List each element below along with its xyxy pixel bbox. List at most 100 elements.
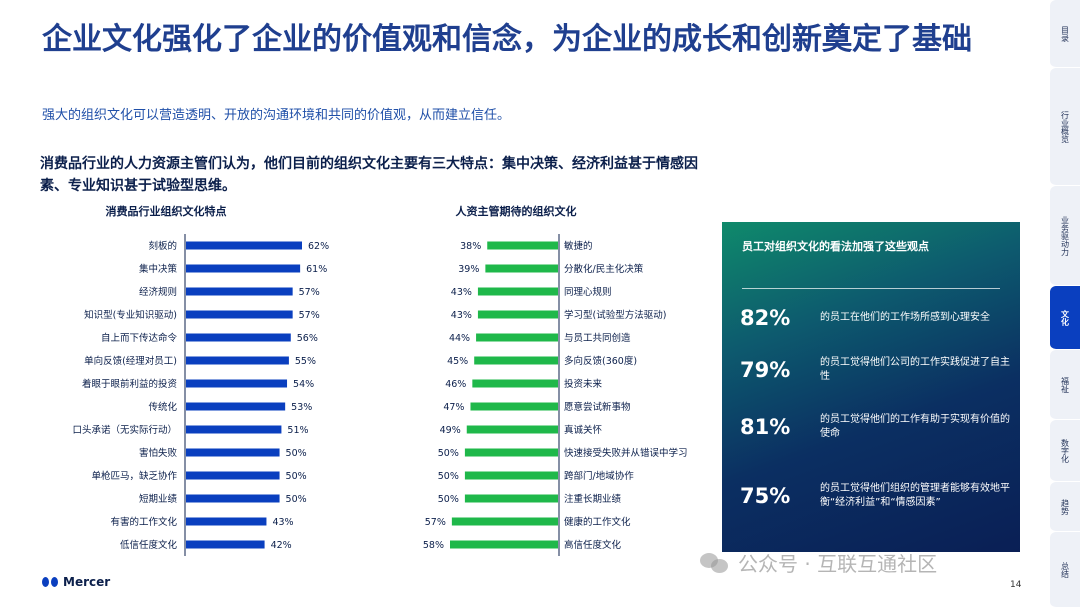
bar	[186, 494, 280, 503]
bar	[186, 356, 289, 365]
category-label: 愿意尝试新事物	[564, 401, 631, 413]
bar	[466, 425, 558, 434]
panel-divider	[742, 288, 1000, 289]
data-label: 61%	[306, 264, 327, 275]
data-label: 43%	[451, 287, 472, 298]
bar	[186, 379, 288, 388]
tab-business-drivers[interactable]: 业务驱动力	[1050, 186, 1080, 286]
tab-summary[interactable]: 总结	[1050, 532, 1080, 608]
category-label: 刻板的	[148, 240, 177, 252]
category-label: 短期业绩	[139, 493, 178, 505]
bar	[186, 402, 286, 411]
logo-text: Mercer	[63, 575, 111, 589]
data-label: 51%	[287, 425, 308, 436]
category-label: 低信任度文化	[120, 539, 178, 551]
data-label: 55%	[295, 356, 316, 367]
data-label: 50%	[438, 471, 459, 482]
bar	[186, 448, 280, 457]
stat-percentage: 79%	[740, 358, 791, 382]
category-label: 分散化/民主化决策	[564, 263, 644, 275]
watermark-text: 公众号 · 互联互通社区	[738, 552, 938, 576]
stat-description: 的员工觉得他们的工作有助于实现有价值的使命	[820, 414, 1010, 439]
stat-row: 75% 的员工觉得他们组织的管理者能够有效地平衡“经济利益”和“情感因素”	[740, 474, 1010, 518]
data-label: 45%	[447, 356, 468, 367]
data-label: 58%	[423, 540, 444, 551]
bar	[186, 471, 280, 480]
tab-trends[interactable]: 趋势	[1050, 482, 1080, 532]
bar	[186, 241, 302, 250]
category-label: 传统化	[148, 401, 177, 413]
bar	[186, 517, 267, 526]
data-label: 57%	[299, 287, 320, 298]
category-label: 单向反馈(经理对员工)	[84, 355, 177, 367]
tab-industry-overview[interactable]: 行业概览	[1050, 68, 1080, 186]
data-label: 43%	[451, 310, 472, 321]
bar	[186, 310, 293, 319]
stat-description: 的员工在他们的工作场所感到心理安全	[820, 312, 990, 323]
category-label: 学习型(试验型方法驱动)	[564, 309, 666, 321]
bar	[186, 264, 301, 273]
stat-row: 81% 的员工觉得他们的工作有助于实现有价值的使命	[740, 405, 1010, 449]
category-label: 自上而下传达命令	[101, 332, 178, 344]
bar	[477, 287, 558, 296]
bar	[464, 448, 558, 457]
category-label: 害怕失败	[139, 447, 178, 459]
category-label: 投资未来	[564, 378, 603, 390]
category-label: 知识型(专业知识驱动)	[84, 309, 177, 321]
tab-digital[interactable]: 数字化	[1050, 420, 1080, 482]
category-label: 着眼于眼前利益的投资	[82, 378, 178, 390]
page-number: 14	[1010, 580, 1022, 590]
category-label: 跨部门/地域协作	[564, 470, 634, 482]
bar	[186, 287, 293, 296]
category-label: 有害的工作文化	[110, 516, 177, 528]
data-label: 50%	[286, 448, 307, 459]
wechat-icon	[700, 551, 730, 575]
data-label: 42%	[271, 540, 292, 551]
panel-title: 员工对组织文化的看法加强了这些观点	[742, 240, 929, 253]
category-label: 健康的工作文化	[564, 516, 631, 528]
tab-culture[interactable]: 文化	[1050, 286, 1080, 350]
lead-text: 消费品行业的人力资源主管们认为，他们目前的组织文化主要有三大特点：集中决策、经济…	[40, 156, 698, 194]
data-label: 44%	[449, 333, 470, 344]
mercer-logo-icon	[42, 577, 58, 587]
bar	[464, 494, 558, 503]
bar	[477, 310, 558, 319]
category-label: 集中决策	[139, 263, 178, 275]
bar	[450, 540, 558, 549]
data-label: 39%	[458, 264, 479, 275]
category-label: 注重长期业绩	[564, 493, 622, 505]
stat-row: 82% 的员工在他们的工作场所感到心理安全	[740, 296, 1010, 340]
data-label: 62%	[308, 241, 329, 252]
stat-percentage: 75%	[740, 484, 791, 508]
mercer-logo: Mercer	[42, 575, 110, 589]
stat-percentage: 81%	[740, 415, 791, 439]
stat-percentage: 82%	[740, 306, 791, 330]
bar	[470, 402, 558, 411]
data-label: 50%	[438, 494, 459, 505]
category-label: 敏捷的	[564, 240, 593, 252]
bar	[186, 540, 265, 549]
watermark: 公众号 · 互联互通社区	[700, 548, 937, 577]
tab-wellbeing[interactable]: 福祉	[1050, 350, 1080, 420]
category-label: 经济规则	[139, 286, 177, 298]
bar	[487, 241, 558, 250]
category-label: 同理心规则	[564, 286, 612, 298]
data-label: 43%	[272, 517, 293, 528]
data-label: 57%	[299, 310, 320, 321]
data-label: 54%	[293, 379, 314, 390]
tab-contents[interactable]: 目录	[1050, 0, 1080, 68]
category-label: 多向反馈(360度)	[564, 355, 637, 367]
stat-description: 的员工觉得他们组织的管理者能够有效地平衡“经济利益”和“情感因素”	[820, 483, 1010, 508]
page-subtitle: 强大的组织文化可以营造透明、开放的沟通环境和共同的价值观，从而建立信任。	[42, 108, 511, 123]
bar	[186, 333, 291, 342]
bar	[464, 471, 558, 480]
stat-description: 的员工觉得他们公司的工作实践促进了自主性	[820, 357, 1010, 382]
employee-views-panel: 员工对组织文化的看法加强了这些观点 82% 的员工在他们的工作场所感到心理安全 …	[722, 222, 1020, 552]
bar	[474, 356, 558, 365]
data-label: 56%	[297, 333, 318, 344]
bar	[186, 425, 282, 434]
bar	[485, 264, 558, 273]
bar	[451, 517, 558, 526]
section-nav: 目录 行业概览 业务驱动力 文化 福祉 数字化 趋势 总结	[1050, 0, 1080, 608]
